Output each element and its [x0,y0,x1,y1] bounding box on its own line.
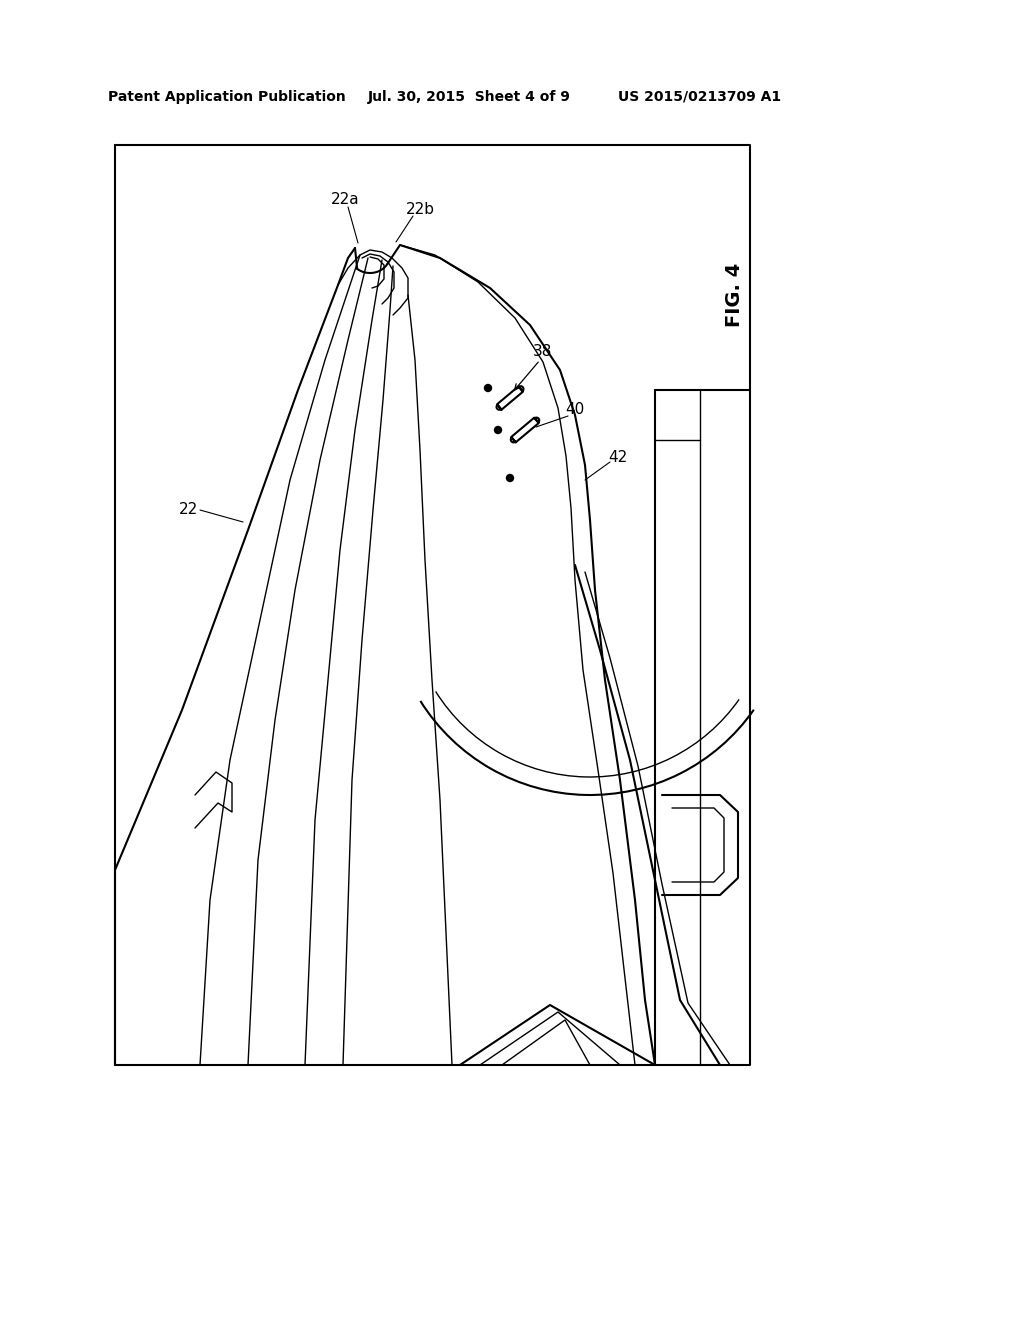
Text: 22a: 22a [331,193,359,207]
Circle shape [484,384,492,392]
Text: 22b: 22b [406,202,434,218]
Text: 42: 42 [608,450,628,466]
Text: 40: 40 [565,403,585,417]
Circle shape [507,474,513,482]
Text: 38: 38 [534,345,553,359]
Text: Jul. 30, 2015  Sheet 4 of 9: Jul. 30, 2015 Sheet 4 of 9 [368,90,570,104]
Text: Patent Application Publication: Patent Application Publication [108,90,346,104]
Text: 22: 22 [178,503,198,517]
Circle shape [495,426,502,433]
Text: FIG. 4: FIG. 4 [725,263,744,327]
Text: US 2015/0213709 A1: US 2015/0213709 A1 [618,90,781,104]
